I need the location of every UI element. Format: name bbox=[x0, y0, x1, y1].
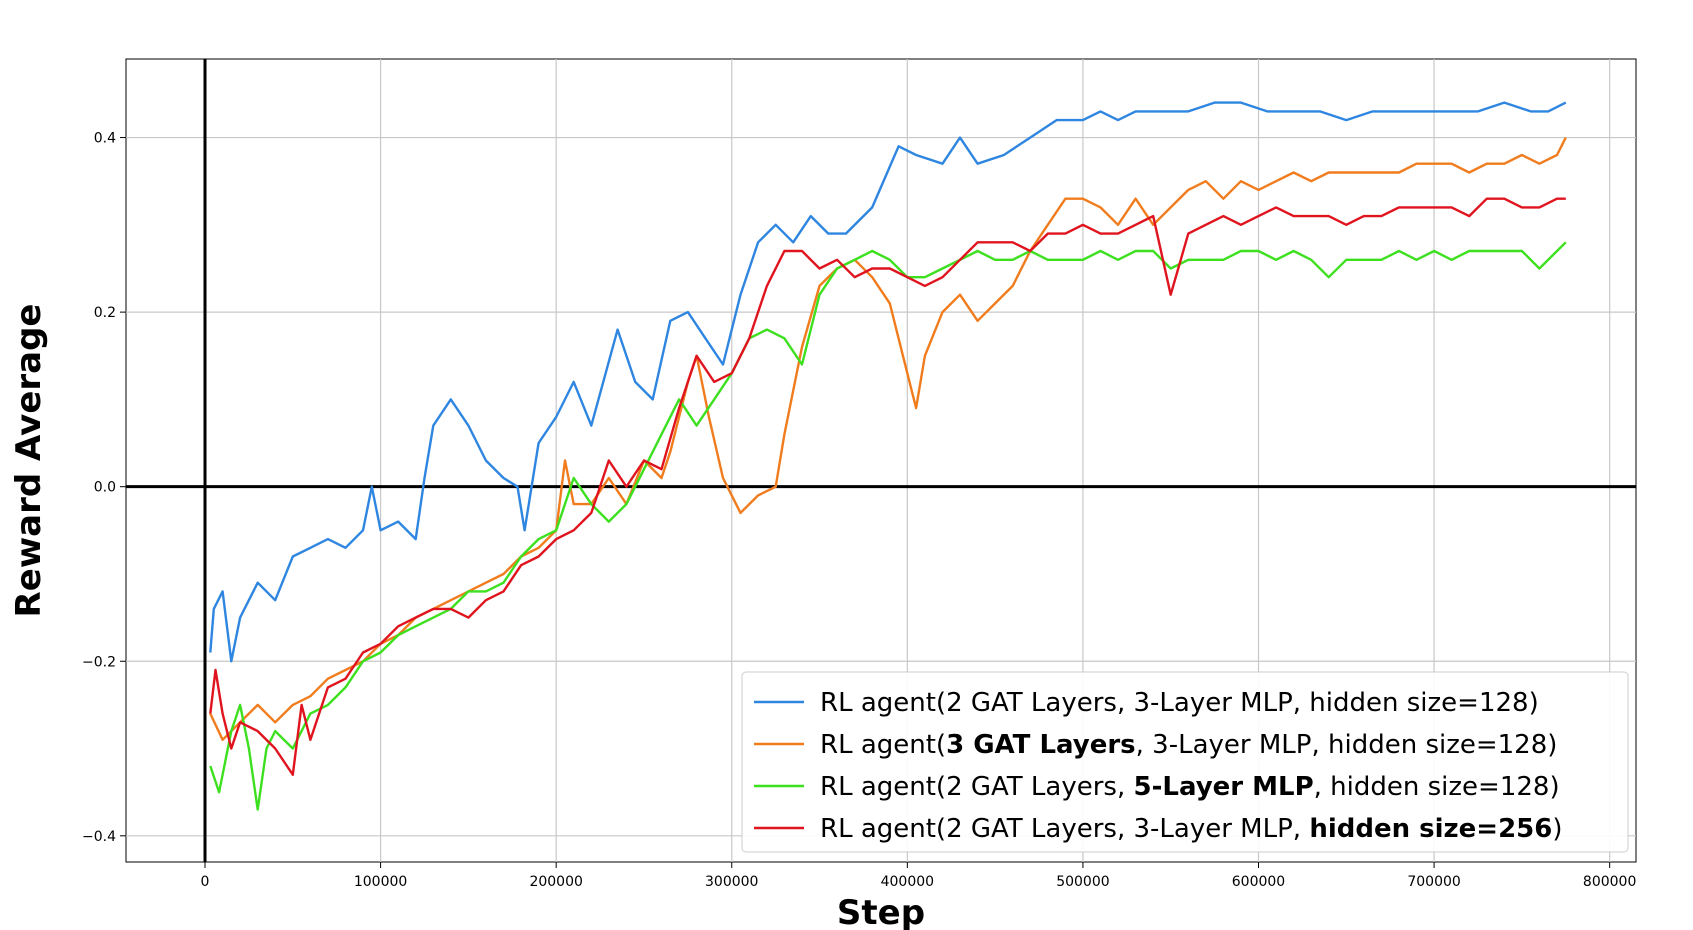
y-tick-label: 0.2 bbox=[94, 305, 116, 321]
axis-ticks: 0 100000 200000 300000 400000 500000 600000 700… bbox=[82, 131, 1636, 890]
legend-box bbox=[741, 671, 1629, 853]
legend-label-part: , hidden size=128) bbox=[1314, 772, 1560, 802]
series-line-2 bbox=[209, 137, 1567, 741]
y-tick-label: 0.4 bbox=[94, 131, 116, 147]
x-axis-label: Step bbox=[837, 893, 925, 930]
legend-label-2: RL agent(3 GAT Layers, 3-Layer MLP, hidd… bbox=[820, 730, 1557, 760]
legend-label-part: 5-Layer MLP bbox=[1134, 772, 1314, 802]
x-tick-label: 100000 bbox=[354, 874, 407, 890]
legend-label-part: RL agent(2 GAT Layers, 3-Layer MLP, bbox=[820, 814, 1309, 844]
legend-label-part: hidden size=256 bbox=[1309, 814, 1552, 844]
x-tick-label: 0 bbox=[201, 874, 210, 890]
x-tick-label: 500000 bbox=[1056, 874, 1109, 890]
legend-label-part: RL agent(2 GAT Layers, bbox=[820, 772, 1134, 802]
x-tick-label: 600000 bbox=[1232, 874, 1285, 890]
y-tick-label: −0.4 bbox=[82, 829, 116, 845]
series-line-1 bbox=[209, 101, 1567, 663]
series-line-4 bbox=[209, 197, 1566, 776]
x-tick-label: 200000 bbox=[529, 874, 582, 890]
legend-label-part: ) bbox=[1552, 814, 1562, 844]
y-tick-label: 0.0 bbox=[94, 480, 116, 496]
y-axis-label: Reward Average bbox=[9, 304, 49, 618]
legend-label-part: , 3-Layer MLP, hidden size=128) bbox=[1136, 730, 1558, 760]
x-tick-label: 400000 bbox=[881, 874, 934, 890]
legend-label-part: 3 GAT Layers bbox=[946, 730, 1136, 760]
legend-label-1: RL agent(2 GAT Layers, 3-Layer MLP, hidd… bbox=[820, 688, 1539, 718]
legend: RL agent(2 GAT Layers, 3-Layer MLP, hidd… bbox=[741, 671, 1629, 853]
legend-label-part: RL agent( bbox=[820, 730, 946, 760]
x-tick-label: 300000 bbox=[705, 874, 758, 890]
x-tick-label: 700000 bbox=[1407, 874, 1460, 890]
series-layer bbox=[209, 101, 1567, 811]
reference-lines bbox=[126, 59, 1636, 862]
legend-label-part: RL agent(2 GAT Layers, 3-Layer MLP, hidd… bbox=[820, 688, 1539, 718]
legend-label-3: RL agent(2 GAT Layers, 5-Layer MLP, hidd… bbox=[820, 772, 1560, 802]
x-tick-label: 800000 bbox=[1583, 874, 1636, 890]
y-tick-label: −0.2 bbox=[82, 654, 116, 670]
series-line-3 bbox=[209, 241, 1567, 811]
legend-label-4: RL agent(2 GAT Layers, 3-Layer MLP, hidd… bbox=[820, 814, 1563, 844]
